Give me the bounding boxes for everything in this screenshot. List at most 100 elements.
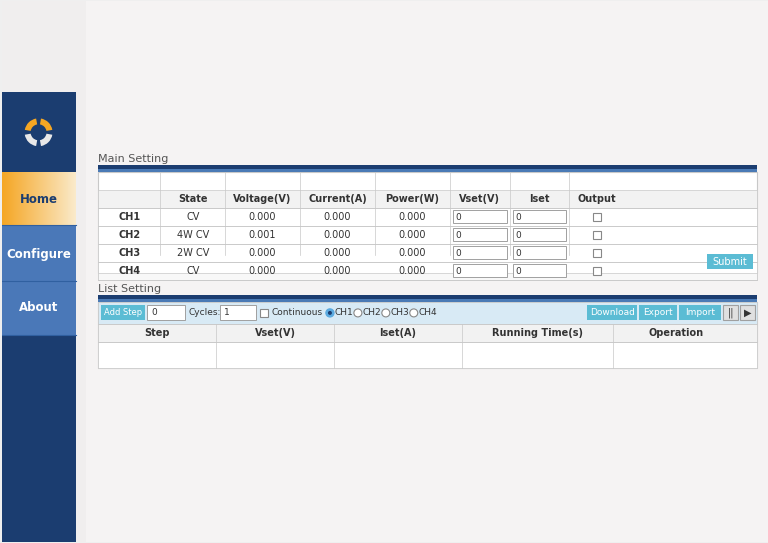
Bar (41, 172, 42, 225)
Circle shape (326, 309, 334, 317)
Text: 0.000: 0.000 (399, 212, 426, 222)
Text: Export: Export (644, 308, 673, 318)
Text: Cycles:: Cycles: (188, 308, 220, 318)
Text: 0: 0 (515, 213, 521, 222)
Bar (98, 190, 757, 208)
Bar (67, 172, 68, 225)
Text: 0.000: 0.000 (399, 248, 426, 258)
Text: State: State (178, 194, 207, 204)
Bar (64, 172, 65, 225)
Bar (593, 231, 601, 239)
Bar (452, 210, 507, 223)
Bar (31, 172, 32, 225)
Text: 0: 0 (455, 231, 462, 239)
Text: List Setting: List Setting (98, 284, 161, 294)
Text: Voltage(V): Voltage(V) (233, 194, 292, 204)
Bar (10, 172, 11, 225)
Bar (593, 213, 601, 221)
Text: Submit: Submit (713, 256, 747, 267)
Bar (77, 1, 87, 542)
Bar (21, 172, 22, 225)
Bar (2, 92, 77, 172)
Text: CV: CV (186, 212, 200, 222)
Bar (62, 172, 64, 225)
Wedge shape (25, 134, 37, 146)
Bar (15, 172, 17, 225)
Bar (707, 254, 753, 269)
Bar (98, 172, 757, 273)
Bar (27, 172, 28, 225)
Text: 0.000: 0.000 (399, 230, 426, 240)
Text: Vset(V): Vset(V) (254, 328, 296, 338)
Text: 0: 0 (151, 308, 157, 318)
Text: About: About (19, 301, 58, 314)
Bar (2, 225, 77, 281)
Bar (98, 342, 757, 368)
Circle shape (410, 309, 418, 317)
Text: 0: 0 (515, 249, 521, 257)
Text: Current(A): Current(A) (308, 194, 367, 204)
Bar (11, 172, 12, 225)
Text: CH4: CH4 (419, 308, 437, 318)
Bar (260, 310, 268, 318)
Text: CV: CV (186, 266, 200, 276)
Text: 0.000: 0.000 (399, 266, 426, 276)
Text: 0.001: 0.001 (249, 230, 276, 240)
Text: ||: || (727, 308, 734, 318)
Bar (69, 172, 71, 225)
Text: 0.000: 0.000 (323, 266, 351, 276)
Bar (74, 172, 75, 225)
Bar (54, 172, 55, 225)
Bar (32, 172, 34, 225)
Bar (98, 302, 757, 324)
Bar (57, 172, 58, 225)
Bar (452, 264, 507, 277)
Bar (72, 172, 74, 225)
Bar (50, 172, 51, 225)
Bar (98, 273, 757, 280)
Bar (25, 172, 27, 225)
Text: CH4: CH4 (118, 266, 141, 276)
Bar (28, 172, 30, 225)
Bar (147, 305, 185, 320)
Text: 0.000: 0.000 (323, 230, 351, 240)
Bar (37, 172, 38, 225)
Bar (65, 172, 67, 225)
Bar (14, 172, 15, 225)
Bar (452, 228, 507, 241)
Bar (7, 172, 8, 225)
Bar (98, 262, 757, 280)
Text: Iset(A): Iset(A) (379, 328, 416, 338)
Bar (34, 172, 35, 225)
Text: 0.000: 0.000 (323, 248, 351, 258)
Text: CH2: CH2 (118, 230, 141, 240)
Bar (4, 172, 5, 225)
Bar (30, 172, 31, 225)
Text: CH1: CH1 (335, 308, 354, 318)
Bar (20, 172, 21, 225)
Bar (71, 172, 72, 225)
Text: CH2: CH2 (362, 308, 382, 318)
Bar (98, 169, 757, 172)
Text: 0: 0 (455, 213, 462, 222)
Bar (98, 208, 757, 226)
Bar (58, 172, 59, 225)
Bar (98, 244, 757, 262)
Text: CH1: CH1 (118, 212, 141, 222)
Text: Add Step: Add Step (104, 308, 142, 318)
Text: 0: 0 (515, 231, 521, 239)
Bar (2, 335, 77, 542)
Bar (512, 210, 567, 223)
Bar (8, 172, 10, 225)
Bar (723, 305, 738, 320)
Text: Main Setting: Main Setting (98, 154, 169, 164)
Text: 0: 0 (455, 249, 462, 257)
Text: Continuous: Continuous (271, 308, 323, 318)
Bar (55, 172, 57, 225)
Text: Configure: Configure (7, 248, 71, 261)
Bar (51, 172, 52, 225)
Bar (639, 305, 677, 320)
Bar (220, 305, 256, 320)
Bar (740, 305, 755, 320)
Bar (101, 305, 145, 320)
